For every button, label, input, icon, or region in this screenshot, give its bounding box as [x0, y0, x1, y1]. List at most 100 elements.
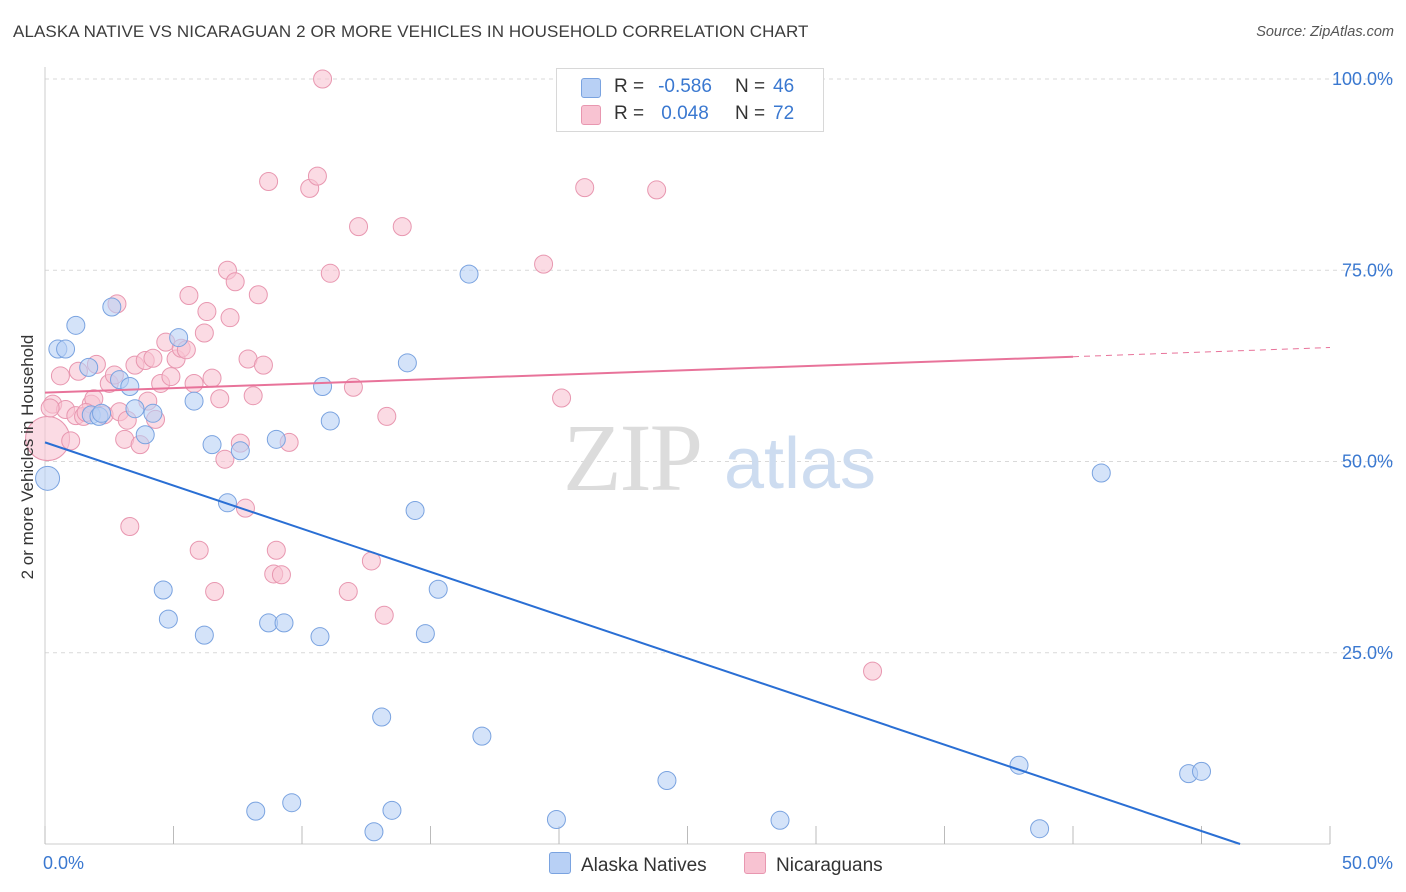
y-axis-label: 2 or more Vehicles in Household: [18, 334, 37, 580]
nicaraguans-point: [320, 263, 340, 283]
bottom-legend-nicaraguans: Nicaraguans: [744, 852, 883, 877]
nicaraguans-trend-line-extension: [1072, 347, 1331, 358]
nicaraguans-point: [647, 180, 667, 200]
alaska-natives-point: [1192, 761, 1211, 781]
alaska-natives-point: [169, 328, 189, 348]
alaska-natives-point: [415, 624, 435, 644]
bottom-legend-alaska-natives: Alaska Natives: [549, 852, 707, 877]
alaska-natives-point: [158, 609, 178, 629]
legend-n-label: N =: [735, 76, 766, 97]
nicaraguans-point: [243, 386, 263, 406]
y-tick-label: 25.0%: [1342, 643, 1393, 663]
nicaraguans-point: [349, 217, 369, 237]
nicaraguans-point: [61, 431, 81, 451]
y-tick-label: 100.0%: [1332, 69, 1393, 89]
legend-swatch-pink: [581, 105, 601, 125]
nicaraguans-point: [253, 355, 273, 375]
alaska-natives-point: [56, 339, 76, 359]
nicaraguans-point: [225, 272, 245, 292]
nicaraguans-point: [259, 172, 279, 192]
nicaraguans-point: [220, 308, 240, 328]
nicaraguans-point: [313, 69, 333, 89]
alaska-natives-point: [657, 771, 677, 791]
nicaraguans-point: [377, 406, 397, 426]
nicaraguans-point: [143, 348, 163, 368]
bottom-legend-label: Nicaraguans: [776, 855, 883, 876]
nicaraguans-point: [210, 389, 230, 409]
alaska-natives-point: [1091, 463, 1111, 483]
x-tick-label: 0.0%: [43, 853, 84, 873]
nicaraguans-point: [161, 367, 181, 387]
alaska-natives-point: [397, 353, 417, 373]
correlation-legend: R = -0.586 N = 46 R = 0.048 N = 72: [556, 68, 824, 132]
alaska-natives-point: [1030, 819, 1050, 839]
nicaraguans-point: [184, 373, 204, 393]
alaska-natives-point: [320, 411, 340, 431]
watermark-atlas: atlas: [724, 424, 876, 504]
nicaraguans-point: [534, 254, 554, 274]
nicaraguans-point: [205, 582, 225, 602]
nicaraguans-point: [194, 323, 214, 343]
nicaraguans-point: [189, 540, 209, 560]
nicaraguans-point: [271, 565, 291, 585]
alaska-natives-point: [92, 403, 112, 423]
alaska-natives-point: [770, 810, 790, 830]
alaska-natives-point: [135, 425, 155, 445]
nicaraguans-point: [266, 540, 286, 560]
watermark: ZIP atlas: [563, 404, 876, 511]
legend-swatch-blue: [581, 78, 601, 98]
alaska-natives-point: [459, 264, 479, 284]
x-tick-label: 50.0%: [1342, 853, 1393, 873]
alaska-natives-point: [153, 580, 173, 600]
nicaraguans-point: [215, 449, 235, 469]
alaska-natives-point: [266, 429, 286, 449]
alaska-natives-point: [202, 435, 222, 455]
alaska-natives-point: [1009, 755, 1029, 775]
nicaraguans-point: [120, 517, 140, 537]
alaska-natives-point: [405, 500, 425, 520]
legend-n-value: 46: [773, 76, 795, 97]
alaska-natives-point: [66, 315, 86, 335]
alaska-natives-point: [372, 707, 392, 727]
bottom-legend-swatch-blue: [549, 852, 571, 874]
alaska-natives-point: [230, 441, 250, 461]
nicaraguans-point: [248, 285, 268, 305]
alaska-natives-point: [102, 297, 122, 317]
nicaraguans-point: [50, 366, 70, 386]
alaska-natives-point: [313, 377, 333, 397]
alaska-natives-point: [125, 399, 145, 419]
alaska-natives-point: [428, 579, 448, 599]
alaska-natives-point: [472, 726, 492, 746]
nicaraguans-point: [307, 166, 327, 186]
trend-lines: [44, 347, 1331, 845]
nicaraguans-point: [202, 368, 222, 388]
bottom-legend-label: Alaska Natives: [581, 855, 707, 876]
alaska-natives-point: [282, 793, 302, 813]
legend-n-label: N =: [735, 103, 766, 124]
alaska-natives-point: [274, 613, 294, 633]
alaska-natives-point: [120, 377, 140, 397]
alaska-natives-point: [184, 391, 204, 411]
alaska-natives-point: [364, 822, 384, 842]
nicaraguans-point: [575, 178, 595, 198]
source-label: Source: ZipAtlas.com: [1256, 24, 1394, 40]
legend-r-label: R =: [614, 76, 645, 97]
tick-labels: 25.0% 50.0% 75.0% 100.0% 0.0% 50.0%: [43, 69, 1393, 873]
nicaraguans-point: [552, 388, 572, 408]
chart-title: ALASKA NATIVE VS NICARAGUAN 2 OR MORE VE…: [13, 22, 809, 41]
legend-r-value: -0.586: [658, 76, 712, 97]
y-tick-label: 50.0%: [1342, 452, 1393, 472]
nicaraguans-point: [235, 498, 255, 518]
alaska-natives-point: [143, 403, 163, 423]
nicaraguans-point: [40, 398, 60, 418]
legend-r-value: 0.048: [661, 103, 709, 124]
alaska-natives-trend-line: [44, 441, 1241, 845]
nicaraguans-point: [863, 661, 883, 681]
alaska-natives-point: [79, 357, 99, 377]
alaska-natives-point: [310, 627, 330, 647]
alaska-natives-point: [382, 800, 402, 820]
alaska-natives-points: [35, 264, 1211, 842]
nicaraguans-point: [392, 217, 412, 237]
bottom-legend-swatch-pink: [744, 852, 766, 874]
